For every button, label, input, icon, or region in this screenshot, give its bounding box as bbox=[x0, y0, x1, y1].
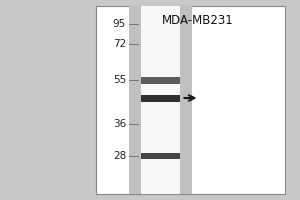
Bar bbox=[141, 153, 180, 159]
Text: 36: 36 bbox=[113, 119, 126, 129]
Bar bbox=[141, 6, 180, 194]
Text: 55: 55 bbox=[113, 75, 126, 85]
Text: 72: 72 bbox=[113, 39, 126, 49]
Text: 28: 28 bbox=[113, 151, 126, 161]
Bar bbox=[129, 6, 192, 194]
Bar bbox=[141, 76, 180, 84]
Bar bbox=[96, 6, 285, 194]
Text: MDA-MB231: MDA-MB231 bbox=[162, 14, 234, 27]
Text: 95: 95 bbox=[113, 19, 126, 29]
Bar bbox=[141, 95, 180, 102]
